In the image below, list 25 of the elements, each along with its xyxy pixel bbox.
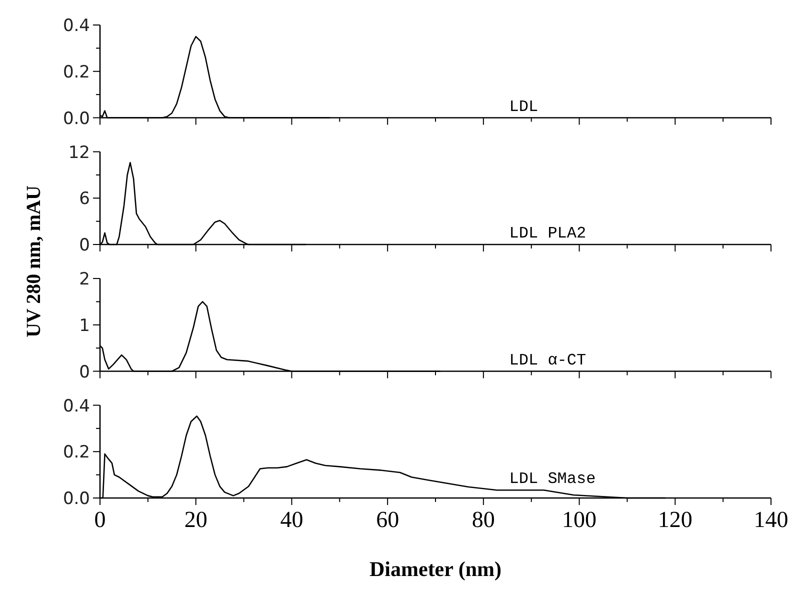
y-axis-title: UV 280 nm, mAU [23, 186, 45, 338]
x-tick-label: 100 [562, 507, 597, 532]
x-tick-label: 60 [376, 507, 400, 532]
x-tick-label: 40 [280, 507, 304, 532]
x-axis-title: Diameter (nm) [370, 557, 502, 581]
y-tick-label: 0.0 [62, 108, 90, 129]
series-label: LDL SMase [509, 470, 596, 488]
y-tick-label: 12 [68, 142, 90, 163]
text: LDL α-CT [509, 351, 586, 370]
y-tick-label: 0 [79, 362, 90, 382]
x-tick-label: 20 [184, 507, 208, 532]
y-tick-label: 0.4 [62, 16, 90, 36]
y-tick-label: 6 [79, 189, 90, 210]
text: LDL [509, 98, 538, 116]
y-tick-label: 0.0 [62, 489, 90, 509]
y-tick-label: 0.4 [62, 396, 90, 416]
text: LDL PLA2 [509, 224, 586, 242]
y-tick-label: 2 [79, 270, 90, 290]
y-tick-label: 0 [79, 236, 90, 256]
x-tick-label: 120 [658, 507, 692, 532]
y-tick-label: 0.2 [62, 62, 90, 82]
y-tick-label: 1 [79, 316, 90, 336]
y-tick-label: 0.2 [62, 442, 90, 463]
x-tick-label: 140 [754, 507, 788, 532]
x-tick-label: 80 [472, 507, 495, 532]
